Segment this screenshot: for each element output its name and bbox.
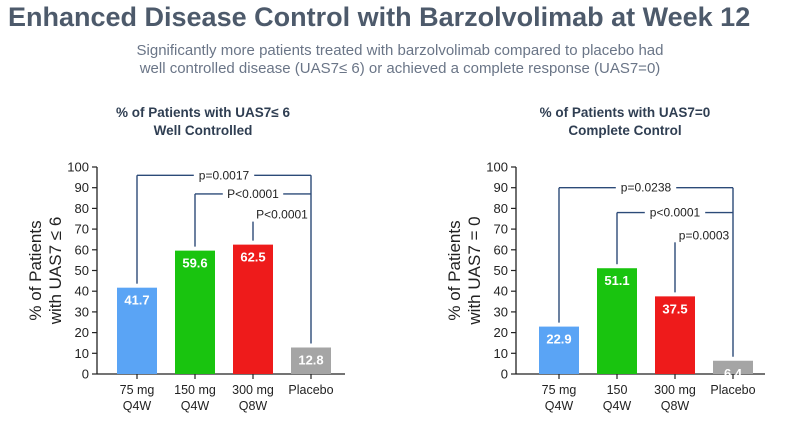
chart-title-line: % of Patients with UAS7=0 <box>540 105 711 120</box>
chart-title-line: Well Controlled <box>154 123 253 138</box>
significance-label-bg <box>251 206 313 222</box>
subtitle-line-1: Significantly more patients treated with… <box>136 42 664 59</box>
y-axis-label-line: % of Patients <box>445 220 464 320</box>
x-category-label: Q4W <box>123 399 152 413</box>
significance-label: p=0.0017 <box>199 168 250 182</box>
y-tick-label: 50 <box>75 263 89 278</box>
y-tick-label: 30 <box>494 304 508 319</box>
x-category-label: Q4W <box>603 399 632 413</box>
subtitle-line-2: well controlled disease (UAS7≤ 6) or ach… <box>139 60 661 77</box>
bar-value-label: 12.8 <box>298 353 323 368</box>
x-category-label: Q4W <box>181 399 210 413</box>
x-category-label: Q8W <box>661 399 690 413</box>
chart-well-controlled: % of Patients with UAS7≤ 6 Well Controlle… <box>26 105 345 413</box>
y-tick-label: 80 <box>75 201 89 216</box>
bar <box>713 360 753 374</box>
bar-value-label: 6.4 <box>724 366 743 381</box>
y-tick-label: 60 <box>75 242 89 257</box>
x-category-label: Placebo <box>710 383 755 397</box>
y-tick-label: 70 <box>75 222 89 237</box>
x-category-label: Q8W <box>239 399 268 413</box>
y-tick-label: 100 <box>67 160 89 175</box>
y-axis-label-line: with UAS7 = 0 <box>465 216 484 325</box>
bar-value-label: 41.7 <box>124 293 149 308</box>
significance-label-bg <box>222 185 284 201</box>
significance-label: P<0.0001 <box>256 208 308 222</box>
x-category-label: 75 mg <box>542 383 577 397</box>
y-tick-label: 10 <box>75 346 89 361</box>
page-title: Enhanced Disease Control with Barzolvoli… <box>8 2 751 32</box>
significance-label-bg <box>644 204 706 220</box>
significance-label: p=0.0238 <box>621 181 672 195</box>
y-tick-label: 100 <box>486 160 508 175</box>
bar <box>597 268 637 374</box>
y-tick-label: 20 <box>494 325 508 340</box>
y-tick-label: 10 <box>494 346 508 361</box>
bar-value-label: 51.1 <box>604 273 629 288</box>
bar <box>291 347 331 374</box>
chart-complete-control: % of Patients with UAS7=0 Complete Contro… <box>445 105 765 413</box>
significance-label-bg <box>673 227 735 243</box>
x-category-label: Placebo <box>288 383 333 397</box>
bar-value-label: 62.5 <box>240 250 265 265</box>
x-category-label: 300 mg <box>654 383 696 397</box>
significance-label-bg <box>615 179 677 195</box>
bar <box>233 244 273 374</box>
x-category-label: Q4W <box>545 399 574 413</box>
y-tick-label: 20 <box>75 325 89 340</box>
bar <box>117 287 157 374</box>
chart-title-line: % of Patients with UAS7≤ 6 <box>116 105 290 120</box>
x-category-label: 75 mg <box>120 383 155 397</box>
significance-label: P<0.0001 <box>227 187 279 201</box>
y-tick-label: 60 <box>494 242 508 257</box>
y-tick-label: 90 <box>75 180 89 195</box>
bar <box>655 296 695 374</box>
y-tick-label: 80 <box>494 201 508 216</box>
y-axis-label: % of Patientswith UAS7 = 0 <box>445 216 484 325</box>
x-category-label: 150 <box>607 383 628 397</box>
y-tick-label: 0 <box>82 367 89 382</box>
significance-label: p=0.0003 <box>679 228 730 242</box>
y-axis-label: % of Patientswith UAS7 ≤ 6 <box>26 217 65 326</box>
y-tick-label: 90 <box>494 180 508 195</box>
bar-value-label: 22.9 <box>546 332 571 347</box>
bar-value-label: 37.5 <box>662 301 687 316</box>
significance-label-bg <box>193 167 255 183</box>
x-category-label: 150 mg <box>174 383 216 397</box>
y-tick-label: 50 <box>494 263 508 278</box>
y-tick-label: 40 <box>75 284 89 299</box>
chart-title-line: Complete Control <box>568 123 681 138</box>
bar-value-label: 59.6 <box>182 256 207 271</box>
x-category-label: 300 mg <box>232 383 274 397</box>
y-tick-label: 30 <box>75 304 89 319</box>
bar <box>539 326 579 374</box>
bar <box>175 250 215 374</box>
page-subtitle: Significantly more patients treated with… <box>0 42 800 78</box>
significance-label: p<0.0001 <box>650 206 701 220</box>
y-tick-label: 0 <box>501 367 508 382</box>
y-tick-label: 70 <box>494 222 508 237</box>
y-tick-label: 40 <box>494 284 508 299</box>
y-axis-label-line: with UAS7 ≤ 6 <box>46 217 65 326</box>
y-axis-label-line: % of Patients <box>26 220 45 320</box>
